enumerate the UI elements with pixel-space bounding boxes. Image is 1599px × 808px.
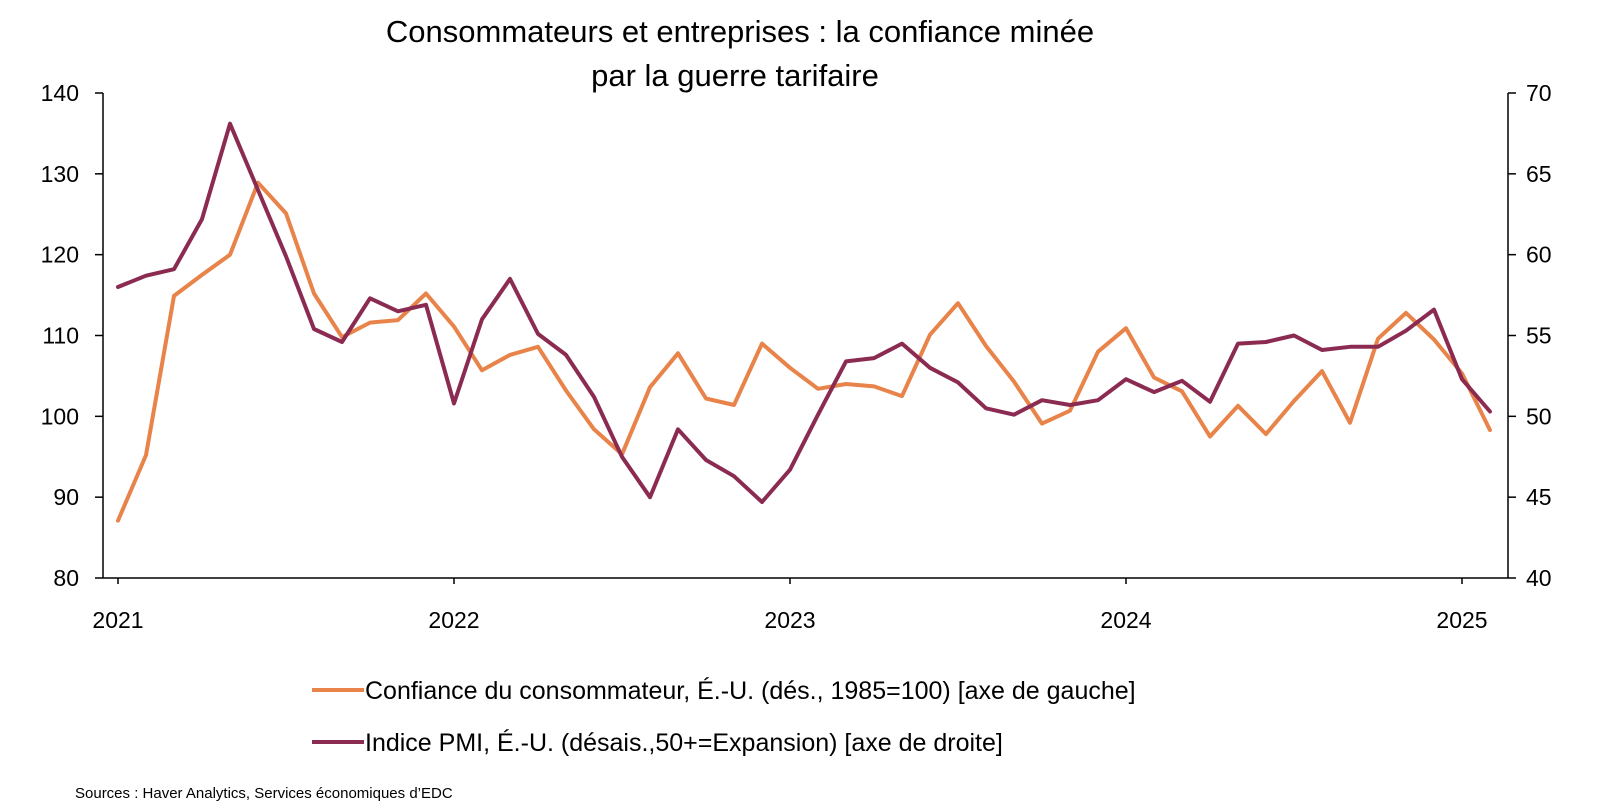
series-line-pmi bbox=[116, 121, 1492, 504]
right-tick-label: 65 bbox=[1526, 161, 1552, 187]
right-tick-label: 70 bbox=[1526, 80, 1552, 106]
right-tick-label: 50 bbox=[1526, 403, 1552, 429]
left-tick-label: 110 bbox=[42, 323, 79, 349]
series-layer bbox=[116, 121, 1492, 523]
left-tick-label: 120 bbox=[41, 242, 79, 268]
source-note: Sources : Haver Analytics, Services écon… bbox=[75, 785, 453, 802]
legend-item-pmi: Indice PMI, É.-U. (désais.,50+=Expansion… bbox=[312, 728, 1003, 757]
chart-title-line-2: par la guerre tarifaire bbox=[591, 58, 879, 93]
right-tick-label: 45 bbox=[1526, 484, 1552, 510]
left-axis-ticks: 80 90 100 110 120 130 140 bbox=[41, 80, 103, 591]
legend-label-pmi: Indice PMI, É.-U. (désais.,50+=Expansion… bbox=[365, 728, 1003, 757]
x-axis-ticks: 2021 2022 2023 2024 2025 bbox=[92, 578, 1488, 633]
left-tick-label: 80 bbox=[53, 565, 79, 591]
chart-title: Consommateurs et entreprises : la confia… bbox=[386, 14, 1094, 93]
series-line-consumer-confidence bbox=[116, 180, 1492, 523]
left-tick-label: 130 bbox=[41, 161, 79, 187]
left-tick-label: 140 bbox=[41, 80, 79, 106]
right-tick-label: 55 bbox=[1526, 323, 1552, 349]
right-tick-label: 60 bbox=[1526, 242, 1552, 268]
right-tick-label: 40 bbox=[1526, 565, 1552, 591]
right-axis-ticks: 40 45 50 55 60 65 70 bbox=[1508, 80, 1552, 591]
legend-item-consumer-confidence: Confiance du consommateur, É.-U. (dés., … bbox=[312, 676, 1136, 705]
x-tick-label: 2024 bbox=[1100, 607, 1151, 633]
x-tick-label: 2021 bbox=[92, 607, 143, 633]
legend-label-consumer-confidence: Confiance du consommateur, É.-U. (dés., … bbox=[365, 676, 1136, 705]
x-tick-label: 2025 bbox=[1436, 607, 1487, 633]
chart-title-line-1: Consommateurs et entreprises : la confia… bbox=[386, 14, 1094, 49]
x-tick-label: 2022 bbox=[428, 607, 479, 633]
legend: Confiance du consommateur, É.-U. (dés., … bbox=[312, 676, 1136, 757]
x-tick-label: 2023 bbox=[764, 607, 815, 633]
left-tick-label: 90 bbox=[53, 484, 79, 510]
left-tick-label: 100 bbox=[41, 403, 79, 429]
